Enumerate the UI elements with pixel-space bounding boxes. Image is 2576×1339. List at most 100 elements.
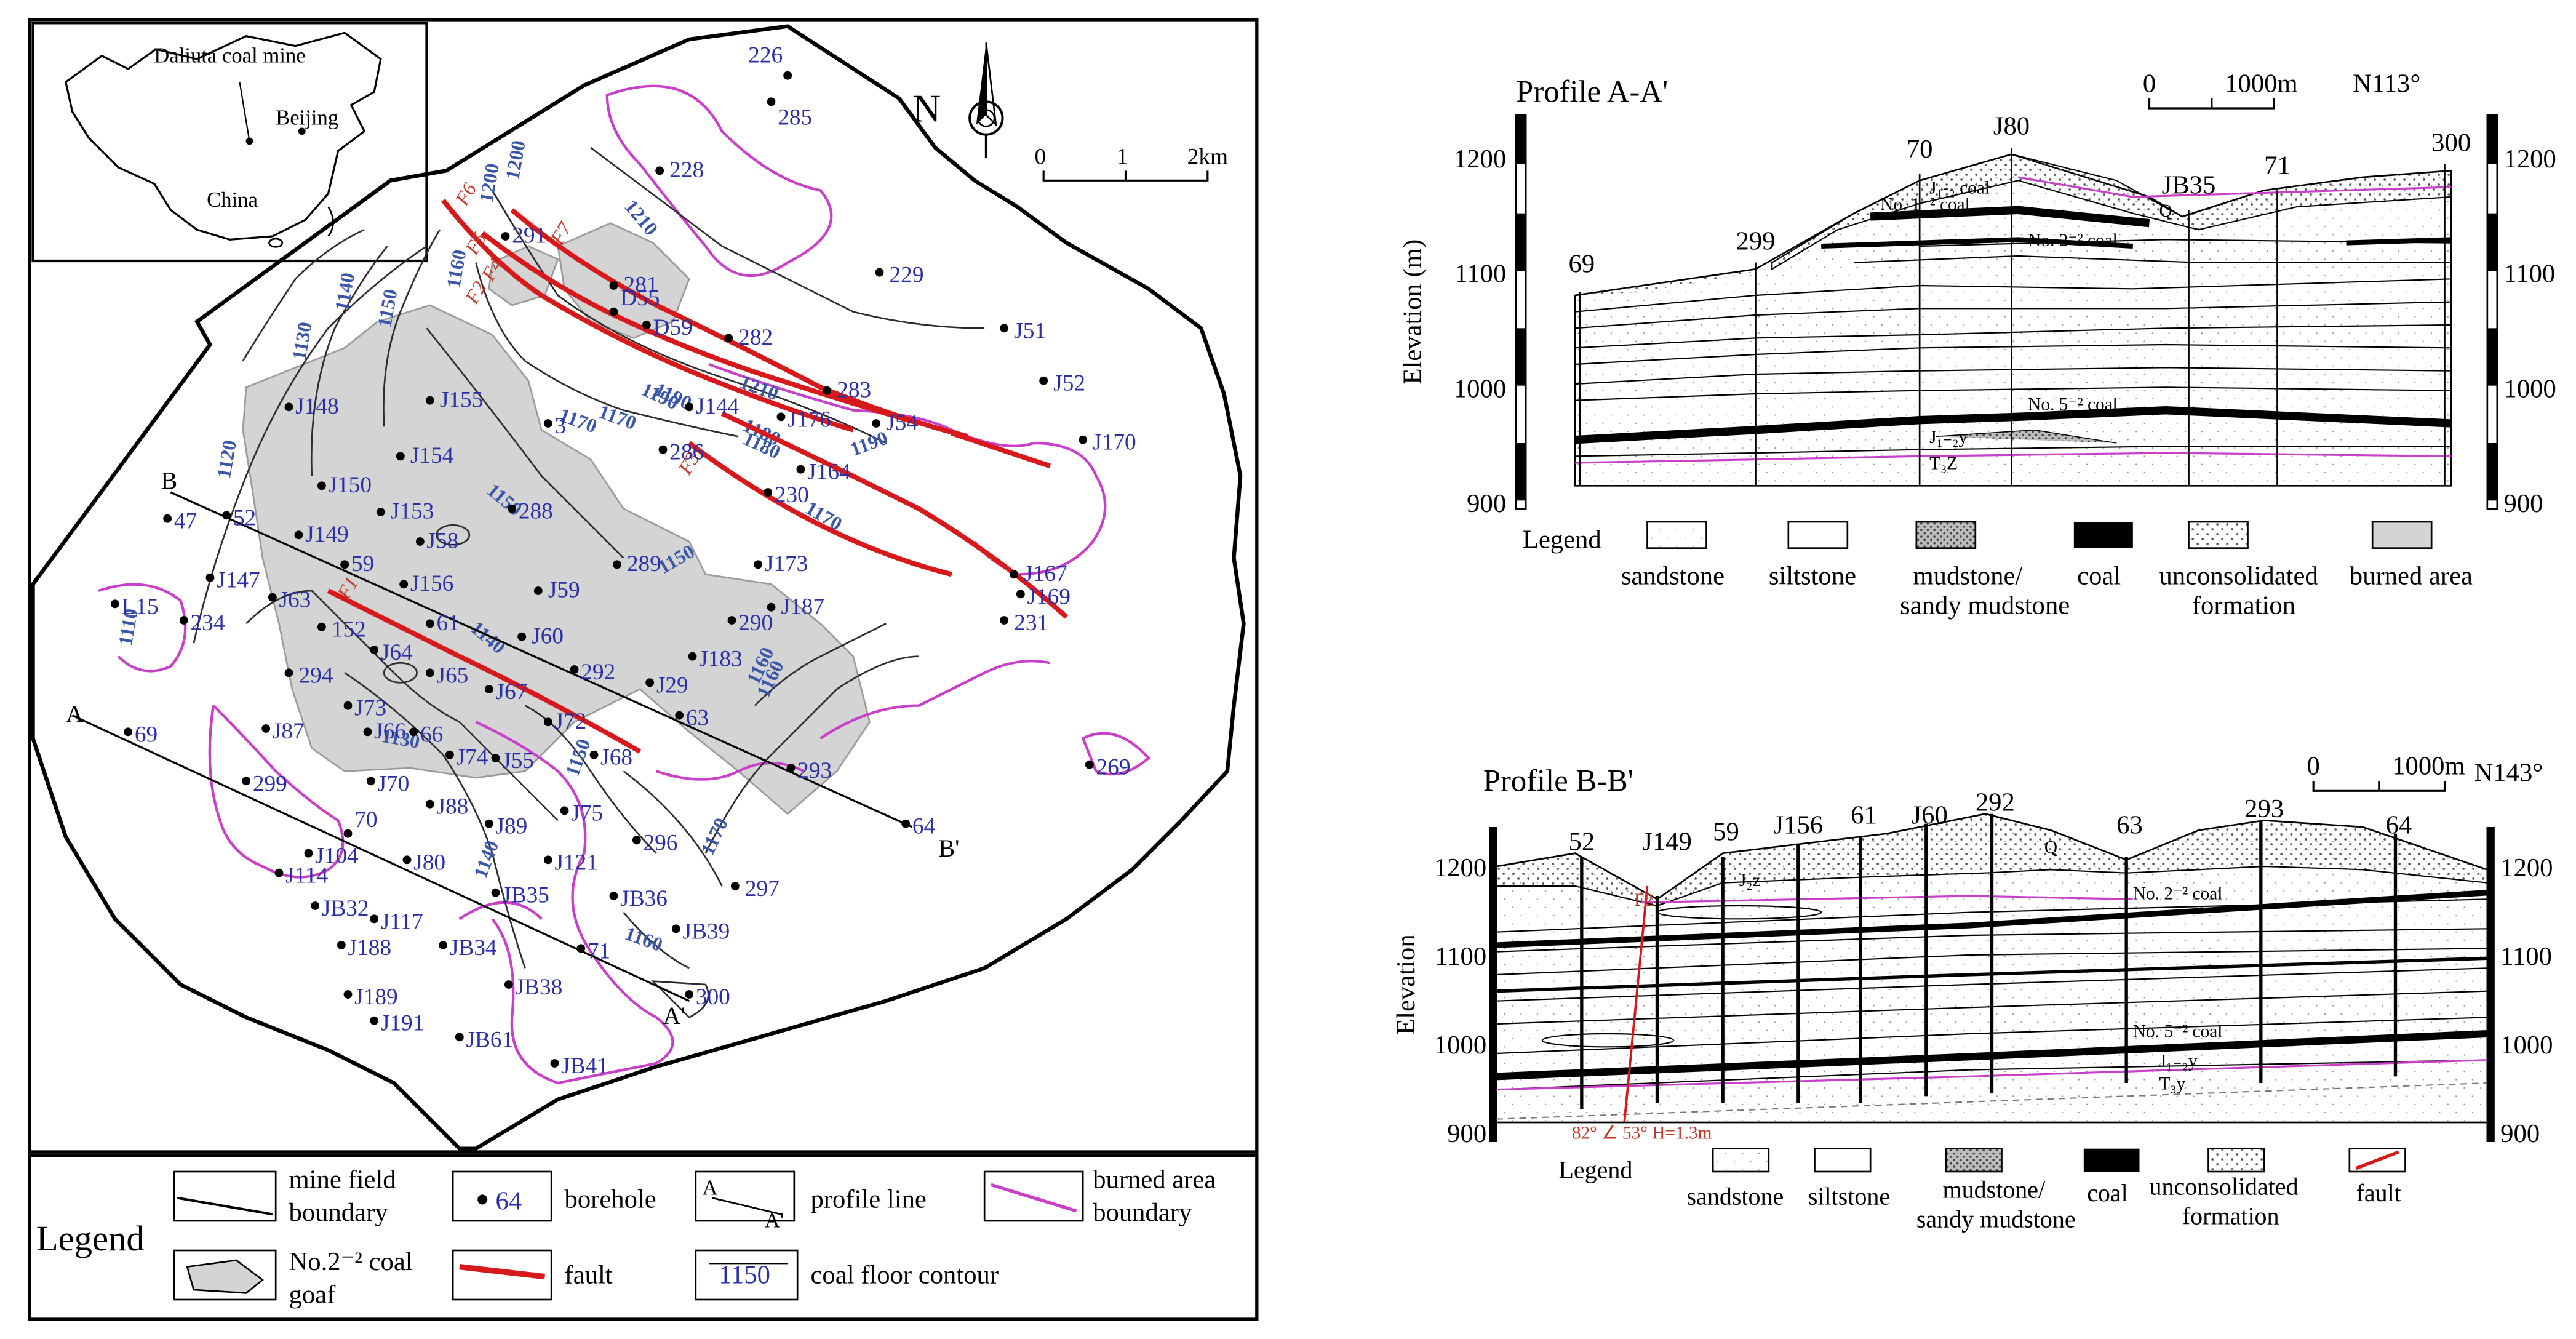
svg-text:0: 0 [1034, 145, 1046, 170]
borehole-label: JB35 [502, 883, 549, 908]
legend-goaf-swatch [186, 1259, 265, 1294]
borehole-dot [439, 941, 448, 949]
borehole-label: 300 [696, 985, 730, 1010]
borehole-dot [179, 616, 188, 625]
svg-text:300: 300 [2431, 128, 2471, 157]
svg-text:A': A' [765, 1209, 784, 1233]
borehole-label: 61 [437, 610, 460, 636]
svg-text:82° ∠ 53° H=1.3m: 82° ∠ 53° H=1.3m [1572, 1124, 1712, 1143]
svg-text:B': B' [939, 834, 960, 862]
borehole-dot [396, 452, 405, 461]
borehole-label: J167 [1024, 561, 1067, 586]
profile-b-legend: Legend sandstone siltstone mudstone/ san… [1559, 1148, 2406, 1233]
borehole-dot [294, 530, 303, 540]
borehole-dot [764, 488, 773, 497]
borehole-label: JB32 [322, 896, 369, 921]
svg-text:No. 2⁻² coal: No. 2⁻² coal [2133, 884, 2223, 903]
mine-field-boundary [31, 24, 1246, 1151]
svg-text:J149: J149 [1642, 827, 1692, 856]
legend-profile-label: profile line [811, 1185, 927, 1214]
profile-a-borehole-labels: 69 299 70 J80 JB35 71 300 [1569, 112, 2471, 279]
borehole-label: 66 [420, 722, 443, 747]
borehole-dot [163, 514, 172, 523]
borehole-label: 234 [191, 610, 225, 636]
svg-text:No. 1⁻² coal: No. 1⁻² coal [1880, 194, 1970, 214]
borehole-dot [311, 901, 320, 910]
borehole-dot [688, 652, 697, 661]
borehole-dot [612, 560, 621, 569]
svg-text:T₃Z: T₃Z [1929, 454, 1958, 474]
legend-profile-swatch [712, 1197, 781, 1215]
svg-text:JB35: JB35 [2162, 171, 2216, 200]
borehole-label: 289 [627, 551, 661, 577]
faults [327, 198, 1069, 754]
borehole-dot [767, 602, 776, 612]
borehole-label: 47 [174, 509, 197, 534]
borehole-dot [609, 281, 618, 290]
borehole-label: J144 [696, 394, 740, 419]
borehole-dot [425, 668, 434, 677]
borehole-label: J74 [457, 745, 488, 770]
profile-b-y-ticks: 1200 1100 1000 900 [1434, 853, 1486, 1148]
legend-title: Legend [36, 1218, 145, 1258]
north-arrow-icon: N [912, 42, 1004, 158]
borehole-label: J155 [440, 387, 484, 412]
borehole-label: JB61 [466, 1027, 514, 1052]
borehole-label: J153 [391, 499, 434, 524]
borehole-label: JB38 [516, 975, 563, 1000]
borehole-label: J88 [437, 794, 469, 820]
profile-a-panel: Profile A-A' 0 1000m N113° Elevation (m)… [1398, 69, 2556, 620]
borehole-dot [415, 537, 425, 546]
borehole-label: J68 [600, 745, 632, 770]
borehole-label: J55 [502, 748, 534, 773]
borehole-label: J154 [410, 443, 454, 468]
svg-text:fault: fault [2356, 1179, 2401, 1207]
svg-text:mudstone/: mudstone/ [1913, 561, 2023, 590]
svg-text:1000: 1000 [2500, 1031, 2553, 1060]
borehole-label: JB36 [620, 886, 668, 911]
borehole-dot [343, 829, 353, 838]
svg-text:0: 0 [2143, 69, 2156, 98]
svg-text:900: 900 [1467, 489, 1506, 518]
borehole-dot [671, 924, 680, 933]
legend-fault-swatch [459, 1264, 546, 1280]
svg-text:J₁₋₂y: J₁₋₂y [1929, 428, 1968, 447]
profile-a-scale-bar [2148, 98, 2275, 110]
borehole-dot [675, 711, 684, 720]
map-legend: Legend mine field boundary No.2⁻² coal goa… [28, 1153, 1259, 1321]
borehole-dot [543, 855, 552, 865]
borehole-dot [589, 750, 599, 759]
svg-text:siltstone: siltstone [1769, 561, 1856, 590]
svg-text:1000m: 1000m [2225, 69, 2298, 98]
burned-area-boundary [98, 84, 1150, 1085]
borehole-dot [504, 980, 513, 989]
borehole-label: 292 [581, 660, 615, 685]
borehole-label: 286 [669, 440, 704, 465]
profile-b-title: Profile B-B' [1483, 763, 1633, 797]
legend-borehole-sample: 64 [496, 1186, 522, 1215]
borehole-dot [783, 71, 792, 80]
svg-text:69: 69 [1569, 250, 1595, 279]
svg-text:unconsolidated: unconsolidated [2159, 561, 2318, 590]
profile-a-y-ticks: 1200 1100 1000 900 [1454, 145, 1506, 518]
borehole-label: 269 [1096, 755, 1131, 780]
borehole-dot [317, 622, 326, 631]
borehole-dot [796, 465, 805, 474]
borehole-label: J87 [273, 719, 305, 744]
borehole-label: 52 [233, 505, 256, 530]
borehole-dot [370, 646, 379, 654]
borehole-label: J58 [427, 529, 459, 554]
borehole-dot [317, 481, 326, 490]
borehole-dot [491, 754, 500, 762]
borehole-dot [543, 717, 552, 727]
svg-text:sandy mudstone: sandy mudstone [1916, 1205, 2076, 1233]
borehole-dot [576, 944, 586, 953]
borehole-dot [875, 268, 884, 277]
borehole-label: J65 [437, 663, 469, 688]
borehole-label: 69 [135, 722, 158, 747]
svg-text:1100: 1100 [1435, 942, 1486, 971]
profile-b-scale-bar [2312, 781, 2446, 792]
borehole-label: J149 [305, 522, 349, 547]
borehole-label: J150 [329, 473, 372, 498]
svg-text:1000: 1000 [1434, 1031, 1486, 1060]
